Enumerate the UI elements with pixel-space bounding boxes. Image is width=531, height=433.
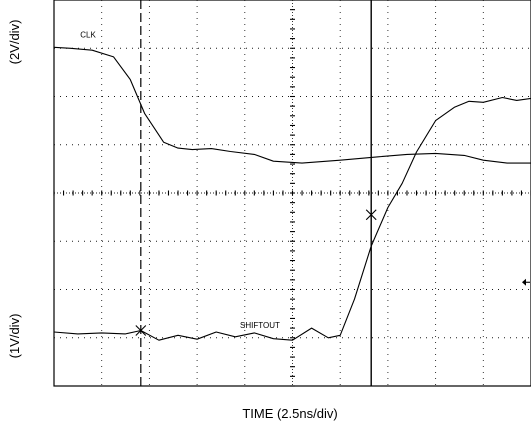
trace-clk — [53, 46, 531, 164]
cursor-lines — [140, 0, 372, 386]
cross-marker — [365, 209, 377, 221]
cursor-markers — [135, 209, 530, 336]
trace-labels: CLK SHIFTOUT — [80, 31, 280, 330]
cross-marker-stroke — [135, 325, 147, 336]
waveform-traces — [53, 46, 531, 341]
plot-frame — [53, 0, 531, 387]
y-axis-label-bottom: (1V/div) — [7, 314, 22, 359]
trace-label-clk: CLK — [80, 31, 96, 40]
ground-reference-marker — [522, 278, 530, 286]
x-axis-label: TIME (2.5ns/div) — [242, 406, 337, 421]
graticule-grid — [53, 0, 531, 387]
trace-shiftout — [53, 96, 531, 341]
ground-arrow-head — [522, 278, 526, 286]
y-axis-label-top: (2V/div) — [7, 20, 22, 65]
trace-label-shiftout: SHIFTOUT — [240, 321, 280, 330]
cross-marker-stroke — [365, 209, 377, 221]
cross-marker — [135, 325, 147, 336]
